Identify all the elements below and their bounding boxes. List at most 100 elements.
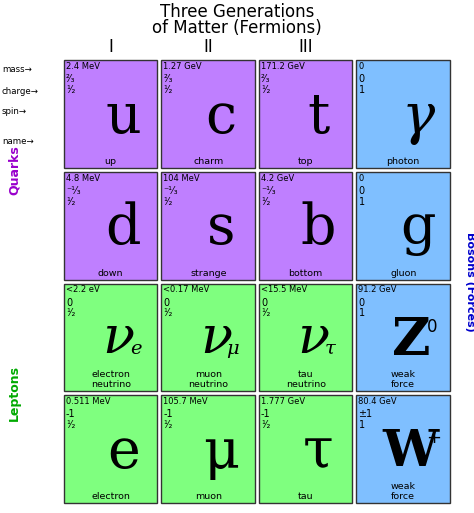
Text: strange: strange — [190, 268, 227, 278]
Text: ¹⁄₂: ¹⁄₂ — [164, 308, 173, 319]
Text: 0: 0 — [358, 62, 364, 71]
Text: 0: 0 — [261, 298, 267, 307]
Text: e: e — [107, 425, 140, 480]
Text: 0: 0 — [358, 174, 364, 183]
Text: <15.5 MeV: <15.5 MeV — [261, 286, 307, 294]
Text: III: III — [299, 38, 313, 56]
FancyBboxPatch shape — [64, 284, 157, 391]
Text: 2.4 MeV: 2.4 MeV — [66, 62, 100, 71]
Text: 0: 0 — [358, 298, 365, 307]
FancyBboxPatch shape — [162, 395, 255, 503]
Text: u: u — [106, 90, 141, 145]
Text: charge→: charge→ — [2, 87, 39, 96]
Text: 4.2 GeV: 4.2 GeV — [261, 174, 294, 183]
Text: Bosons (Forces): Bosons (Forces) — [465, 232, 474, 331]
FancyBboxPatch shape — [64, 395, 157, 503]
Text: Quarks: Quarks — [8, 145, 20, 194]
Text: top: top — [298, 157, 313, 166]
Text: electron
neutrino: electron neutrino — [91, 370, 131, 389]
Text: ¹⁄₂: ¹⁄₂ — [66, 197, 75, 207]
Text: -1: -1 — [261, 409, 271, 419]
Text: ¹⁄₂: ¹⁄₂ — [66, 85, 75, 95]
Text: weak
force: weak force — [391, 482, 416, 501]
Text: -1: -1 — [66, 409, 76, 419]
FancyBboxPatch shape — [356, 172, 450, 280]
Text: weak
force: weak force — [391, 370, 416, 389]
Text: +: + — [427, 429, 441, 447]
Text: 1: 1 — [358, 308, 365, 319]
Text: mass→: mass→ — [2, 65, 32, 74]
FancyBboxPatch shape — [259, 395, 353, 503]
Text: Leptons: Leptons — [8, 365, 20, 421]
Text: 4.8 MeV: 4.8 MeV — [66, 174, 100, 183]
FancyBboxPatch shape — [356, 60, 450, 168]
Text: bottom: bottom — [289, 268, 323, 278]
Text: of Matter (Fermions): of Matter (Fermions) — [152, 19, 322, 37]
FancyBboxPatch shape — [356, 284, 450, 391]
Text: spin→: spin→ — [2, 107, 27, 116]
Text: up: up — [105, 157, 117, 166]
Text: <0.17 MeV: <0.17 MeV — [164, 286, 210, 294]
Text: c: c — [205, 90, 237, 145]
Text: e: e — [130, 340, 141, 358]
Text: 1: 1 — [358, 85, 365, 95]
Text: ¹⁄₂: ¹⁄₂ — [261, 85, 270, 95]
Text: ¹⁄₂: ¹⁄₂ — [261, 420, 270, 430]
Text: gluon: gluon — [390, 268, 417, 278]
Text: ν: ν — [200, 313, 232, 364]
FancyBboxPatch shape — [356, 395, 450, 503]
FancyBboxPatch shape — [259, 60, 353, 168]
FancyBboxPatch shape — [162, 60, 255, 168]
Text: ¹⁄₂: ¹⁄₂ — [66, 308, 75, 319]
FancyBboxPatch shape — [259, 284, 353, 391]
Text: photon: photon — [387, 157, 420, 166]
Text: ²⁄₃: ²⁄₃ — [164, 74, 173, 84]
Text: μ: μ — [203, 425, 239, 480]
Text: charm: charm — [193, 157, 223, 166]
Text: ν: ν — [297, 313, 329, 364]
Text: ¹⁄₂: ¹⁄₂ — [164, 197, 173, 207]
Text: down: down — [98, 268, 124, 278]
Text: name→: name→ — [2, 137, 34, 146]
Text: 0: 0 — [358, 186, 365, 196]
FancyBboxPatch shape — [259, 172, 353, 280]
Text: Z: Z — [392, 315, 430, 366]
Text: 0: 0 — [66, 298, 72, 307]
Text: muon: muon — [195, 492, 222, 501]
Text: II: II — [203, 38, 213, 56]
Text: Three Generations: Three Generations — [160, 3, 314, 21]
FancyBboxPatch shape — [64, 60, 157, 168]
Text: b: b — [301, 202, 336, 256]
Text: 104 MeV: 104 MeV — [164, 174, 200, 183]
Text: 1: 1 — [358, 197, 365, 207]
Text: 1: 1 — [358, 420, 365, 430]
Text: ²⁄₃: ²⁄₃ — [66, 74, 75, 84]
Text: ¹⁄₂: ¹⁄₂ — [164, 85, 173, 95]
Text: tau: tau — [298, 492, 314, 501]
Text: ²⁄₃: ²⁄₃ — [261, 74, 271, 84]
Text: 0: 0 — [164, 298, 170, 307]
Text: 1.27 GeV: 1.27 GeV — [164, 62, 202, 71]
Text: t: t — [307, 90, 329, 145]
Text: 0: 0 — [358, 74, 365, 84]
Text: 0.511 MeV: 0.511 MeV — [66, 397, 110, 406]
Text: <2.2 eV: <2.2 eV — [66, 286, 100, 294]
Text: ±1: ±1 — [358, 409, 373, 419]
Text: s: s — [207, 202, 235, 256]
Text: 91.2 GeV: 91.2 GeV — [358, 286, 397, 294]
Text: 1.777 GeV: 1.777 GeV — [261, 397, 305, 406]
Text: ⁻¹⁄₃: ⁻¹⁄₃ — [66, 186, 81, 196]
FancyBboxPatch shape — [162, 284, 255, 391]
Text: 105.7 MeV: 105.7 MeV — [164, 397, 208, 406]
FancyBboxPatch shape — [162, 172, 255, 280]
Text: ¹⁄₂: ¹⁄₂ — [164, 420, 173, 430]
Text: τ: τ — [325, 340, 336, 358]
Text: ¹⁄₂: ¹⁄₂ — [66, 420, 75, 430]
Text: -1: -1 — [164, 409, 173, 419]
Text: tau
neutrino: tau neutrino — [286, 370, 326, 389]
Text: γ: γ — [401, 90, 435, 145]
Text: ¹⁄₂: ¹⁄₂ — [261, 197, 270, 207]
Text: g: g — [400, 202, 436, 256]
Text: ν: ν — [102, 313, 135, 364]
Text: d: d — [106, 202, 141, 256]
